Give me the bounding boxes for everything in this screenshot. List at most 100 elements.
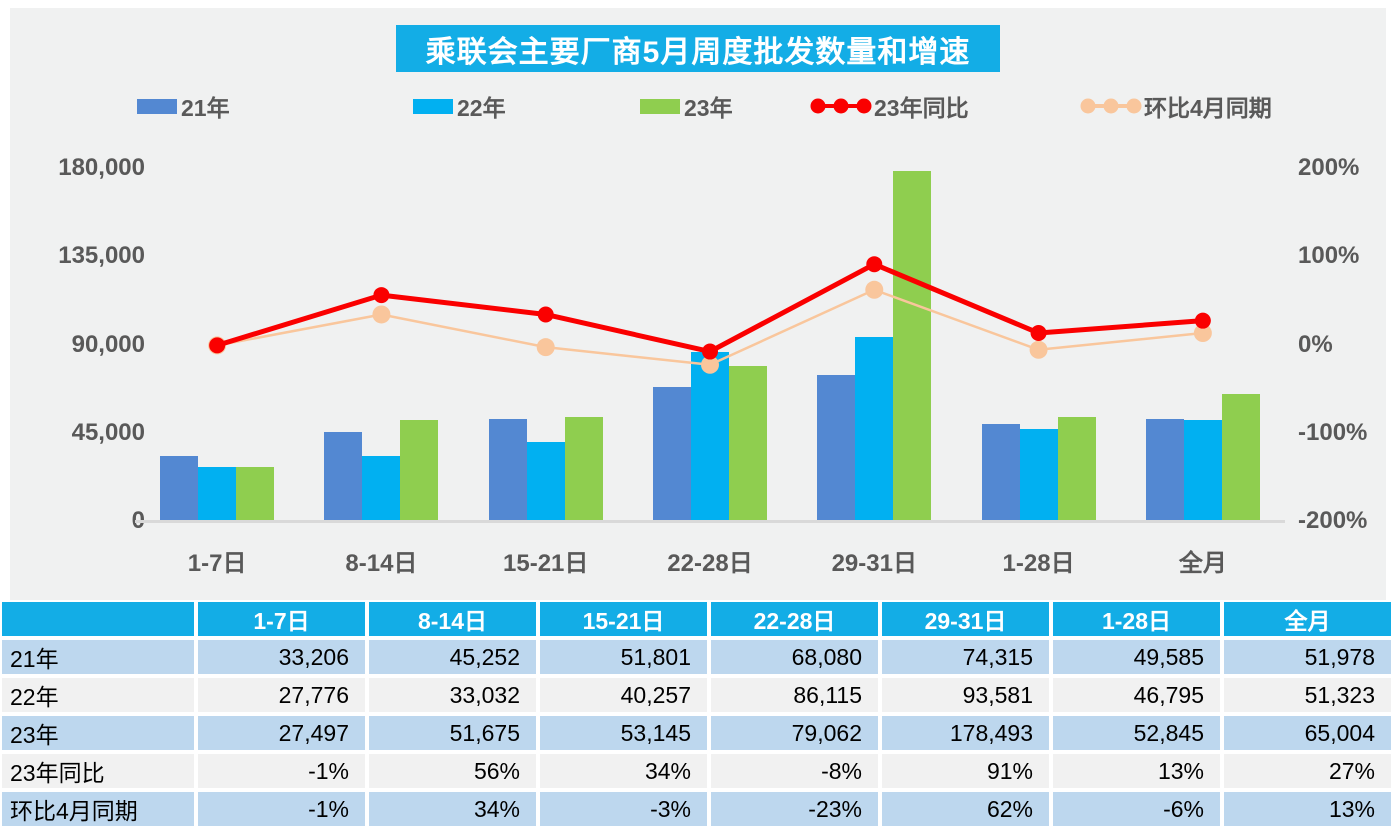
legend-label: 23年同比 — [874, 95, 969, 121]
table-cell-r2-c0: 27,497 — [198, 716, 365, 750]
table-cell-r3-c3: -8% — [711, 754, 878, 788]
legend-label: 23年 — [684, 95, 733, 121]
table-cell-r0-c0: 33,206 — [198, 640, 365, 674]
legend-item-3: 23年同比 — [810, 92, 969, 121]
x-axis-label-1: 8-14日 — [345, 550, 418, 577]
data-table: 1-7日 8-14日 15-21日 22-28日 29-31日 1-28日 全月 21年 33… — [0, 598, 1393, 830]
table-cell-r1-c1: 33,032 — [369, 678, 536, 712]
table-cell-r1-c4: 93,581 — [882, 678, 1049, 712]
legend-item-1: 22年 — [413, 92, 506, 121]
table-cell-r1-c0: 27,776 — [198, 678, 365, 712]
bar-series0-cat6 — [1145, 419, 1184, 521]
legend-label: 环比4月同期 — [1144, 95, 1272, 121]
legend-label: 22年 — [457, 95, 506, 121]
bar-series2-cat3 — [729, 365, 767, 521]
bar-series0-cat3 — [653, 387, 691, 521]
bar-series0-cat1 — [324, 432, 363, 521]
table-cell-r0-c1: 45,252 — [369, 640, 536, 674]
bar-series0-cat5 — [981, 423, 1020, 521]
y-axis-left-tick-1: 45,000 — [71, 418, 145, 446]
bar-series2-cat6 — [1221, 393, 1260, 521]
table-header-cell-7: 全月 — [1224, 602, 1391, 636]
table-header-cell-2: 8-14日 — [369, 602, 536, 636]
legend-item-2: 23年 — [640, 92, 733, 121]
table-cell-r0-c6: 51,978 — [1224, 640, 1391, 674]
table-row-4: 环比4月同期 -1% 34% -3% -23% 62% -6% 13% — [2, 792, 1391, 826]
legend-item-0: 21年 — [137, 92, 230, 121]
table-header-row: 1-7日 8-14日 15-21日 22-28日 29-31日 1-28日 全月 — [2, 602, 1391, 636]
table-cell-r3-c4: 91% — [882, 754, 1049, 788]
bar-series1-cat4 — [855, 337, 894, 521]
table-row-label: 21年 — [2, 640, 194, 674]
x-axis-label-2: 15-21日 — [503, 550, 589, 577]
table-cell-r3-c6: 27% — [1224, 754, 1391, 788]
bar-series2-cat1 — [400, 419, 439, 521]
table-header-cell-0 — [2, 602, 194, 636]
table-cell-r2-c1: 51,675 — [369, 716, 536, 750]
table-header-cell-3: 15-21日 — [540, 602, 707, 636]
table-cell-r0-c2: 51,801 — [540, 640, 707, 674]
legend-line-swatch-icon — [810, 98, 872, 114]
y-axis-left-tick-0: 0 — [25, 507, 145, 535]
x-axis-label-4: 29-31日 — [831, 550, 917, 577]
table-cell-r2-c5: 52,845 — [1053, 716, 1220, 750]
bar-series1-cat6 — [1183, 420, 1222, 521]
chart-title: 乘联会主要厂商5月周度批发数量和增速 — [396, 25, 1000, 72]
table-row-label: 22年 — [2, 678, 194, 712]
y-axis-left-tick-3: 135,000 — [58, 242, 145, 270]
table-row-label: 23年同比 — [2, 754, 194, 788]
x-axis-label-3: 22-28日 — [667, 550, 753, 577]
table-row-label: 23年 — [2, 716, 194, 750]
bar-series2-cat2 — [564, 416, 603, 521]
table-header-cell-4: 22-28日 — [711, 602, 878, 636]
table-cell-r2-c2: 53,145 — [540, 716, 707, 750]
table-cell-r4-c4: 62% — [882, 792, 1049, 826]
table-cell-r3-c2: 34% — [540, 754, 707, 788]
legend-bar-swatch-icon — [640, 98, 680, 114]
legend-bar-swatch-icon — [137, 98, 177, 114]
table-cell-r4-c6: 13% — [1224, 792, 1391, 826]
table-body: 21年 33,206 45,252 51,801 68,080 74,315 49,585 5… — [2, 640, 1391, 826]
bar-series0-cat2 — [488, 419, 527, 521]
x-axis-baseline — [135, 520, 1285, 523]
legend-item-4: 环比4月同期 — [1080, 92, 1272, 121]
x-axis-label-5: 1-28日 — [1002, 550, 1075, 577]
table-cell-r1-c3: 86,115 — [711, 678, 878, 712]
bar-series2-cat0 — [236, 467, 275, 521]
table-header: 1-7日 8-14日 15-21日 22-28日 29-31日 1-28日 全月 — [2, 602, 1391, 636]
table-header-cell-1: 1-7日 — [198, 602, 365, 636]
bar-series2-cat4 — [893, 170, 932, 521]
bar-series1-cat2 — [526, 442, 565, 521]
table-cell-r0-c4: 74,315 — [882, 640, 1049, 674]
legend-bar-swatch-icon — [413, 98, 453, 114]
table-cell-r2-c4: 178,493 — [882, 716, 1049, 750]
table-cell-r1-c6: 51,323 — [1224, 678, 1391, 712]
table-cell-r4-c3: -23% — [711, 792, 878, 826]
table-row-2: 23年 27,497 51,675 53,145 79,062 178,493 52,845… — [2, 716, 1391, 750]
table-cell-r3-c1: 56% — [369, 754, 536, 788]
table-header-cell-6: 1-28日 — [1053, 602, 1220, 636]
table-cell-r4-c1: 34% — [369, 792, 536, 826]
table-cell-r1-c2: 40,257 — [540, 678, 707, 712]
table-cell-r4-c0: -1% — [198, 792, 365, 826]
legend-line-swatch-icon — [1080, 98, 1142, 114]
table-row-1: 22年 27,776 33,032 40,257 86,115 93,581 46,795 5… — [2, 678, 1391, 712]
bar-series1-cat1 — [362, 456, 401, 521]
table-cell-r3-c5: 13% — [1053, 754, 1220, 788]
x-axis-label-0: 1-7日 — [187, 550, 247, 577]
table-cell-r0-c3: 68,080 — [711, 640, 878, 674]
bar-series2-cat5 — [1057, 417, 1096, 521]
bar-series1-cat3 — [691, 352, 729, 521]
y-axis-right-tick-2: 0% — [1298, 330, 1333, 358]
table-cell-r4-c5: -6% — [1053, 792, 1220, 826]
x-axis-label-6: 全月 — [1178, 550, 1227, 577]
legend-label: 21年 — [181, 95, 230, 121]
y-axis-right-tick-4: 200% — [1298, 154, 1360, 181]
bar-series1-cat0 — [198, 466, 237, 521]
table-row-label: 环比4月同期 — [2, 792, 194, 826]
table-cell-r2-c3: 79,062 — [711, 716, 878, 750]
bar-series1-cat5 — [1019, 429, 1058, 521]
table-row-3: 23年同比 -1% 56% 34% -8% 91% 13% 27% — [2, 754, 1391, 788]
bar-series0-cat0 — [160, 455, 199, 521]
